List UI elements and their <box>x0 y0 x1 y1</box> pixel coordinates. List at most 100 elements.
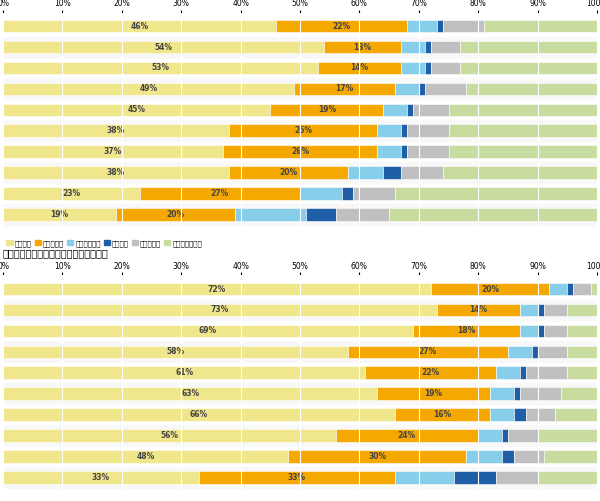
Bar <box>490 387 514 400</box>
Bar <box>288 450 466 463</box>
Text: 27%: 27% <box>211 189 229 198</box>
Text: 13%: 13% <box>353 43 371 52</box>
Bar <box>550 283 568 295</box>
Bar <box>3 166 229 179</box>
Text: 53%: 53% <box>151 64 169 73</box>
Bar <box>229 124 377 137</box>
Bar <box>3 383 597 404</box>
Bar <box>538 346 568 358</box>
Bar <box>496 471 538 483</box>
Text: 14%: 14% <box>469 306 487 315</box>
Bar <box>3 145 223 158</box>
Bar <box>229 166 347 179</box>
Bar <box>3 429 335 442</box>
Bar <box>306 208 335 221</box>
Bar <box>538 304 544 316</box>
Bar <box>407 145 449 158</box>
Bar <box>300 187 341 200</box>
Text: 25%: 25% <box>294 126 312 135</box>
Bar <box>449 104 597 116</box>
Text: 20%: 20% <box>279 168 297 177</box>
Text: 23%: 23% <box>62 189 80 198</box>
Bar <box>520 387 562 400</box>
Text: 26%: 26% <box>291 147 309 156</box>
Bar <box>3 387 377 400</box>
Text: 27%: 27% <box>419 347 437 356</box>
Bar <box>502 450 514 463</box>
Bar <box>347 346 508 358</box>
Text: 19%: 19% <box>317 105 336 114</box>
Bar <box>3 408 395 421</box>
Bar <box>478 429 502 442</box>
Bar <box>496 366 520 379</box>
Text: 54%: 54% <box>154 43 172 52</box>
Bar <box>460 62 597 74</box>
Text: 46%: 46% <box>131 22 149 31</box>
Bar <box>413 104 449 116</box>
Bar <box>318 62 401 74</box>
Bar <box>383 104 407 116</box>
Bar <box>538 429 597 442</box>
Text: 14%: 14% <box>350 64 368 73</box>
Bar <box>407 124 449 137</box>
Bar <box>3 104 271 116</box>
Bar <box>466 450 502 463</box>
Bar <box>437 304 520 316</box>
Bar <box>514 408 526 421</box>
Bar <box>508 346 532 358</box>
Bar <box>3 37 597 58</box>
Bar <box>116 208 235 221</box>
Bar <box>223 145 377 158</box>
Text: 20%: 20% <box>166 210 184 219</box>
Bar <box>437 20 443 33</box>
Bar <box>544 450 597 463</box>
Bar <box>520 304 538 316</box>
Bar <box>401 166 443 179</box>
Bar <box>3 187 140 200</box>
Bar <box>520 325 538 337</box>
Bar <box>413 325 520 337</box>
Bar <box>502 429 508 442</box>
Bar <box>520 366 526 379</box>
Bar <box>514 387 520 400</box>
Bar <box>3 471 199 483</box>
Bar <box>508 429 538 442</box>
Bar <box>573 283 591 295</box>
Bar <box>294 83 395 95</box>
Bar <box>271 104 383 116</box>
Text: 61%: 61% <box>175 368 193 377</box>
Bar <box>335 208 389 221</box>
Text: 18%: 18% <box>457 327 475 335</box>
Text: 69%: 69% <box>199 327 217 335</box>
Bar <box>568 283 573 295</box>
Bar <box>3 450 288 463</box>
Bar <box>532 346 538 358</box>
Bar <box>3 341 597 362</box>
Bar <box>235 208 306 221</box>
Text: 22%: 22% <box>422 368 440 377</box>
Text: 66%: 66% <box>190 410 208 419</box>
Text: 72%: 72% <box>208 285 226 294</box>
Text: 38%: 38% <box>107 168 125 177</box>
Bar <box>484 20 597 33</box>
Text: 73%: 73% <box>211 306 229 315</box>
Bar <box>460 41 597 53</box>
Bar <box>365 366 496 379</box>
Bar <box>425 83 466 95</box>
Bar <box>407 20 437 33</box>
Text: 30%: 30% <box>368 452 386 461</box>
Bar <box>449 145 597 158</box>
Bar <box>568 346 597 358</box>
Bar <box>3 425 597 446</box>
Text: 58%: 58% <box>166 347 184 356</box>
Bar <box>425 41 431 53</box>
Bar <box>538 471 597 483</box>
Bar <box>490 408 514 421</box>
Text: 《民間シェルター・ステップハウス票》: 《民間シェルター・ステップハウス票》 <box>3 248 109 258</box>
Bar <box>3 208 116 221</box>
Text: 19%: 19% <box>50 210 68 219</box>
Text: 16%: 16% <box>433 410 452 419</box>
Text: 33%: 33% <box>92 473 110 482</box>
Bar <box>3 120 597 141</box>
Text: 22%: 22% <box>332 22 350 31</box>
